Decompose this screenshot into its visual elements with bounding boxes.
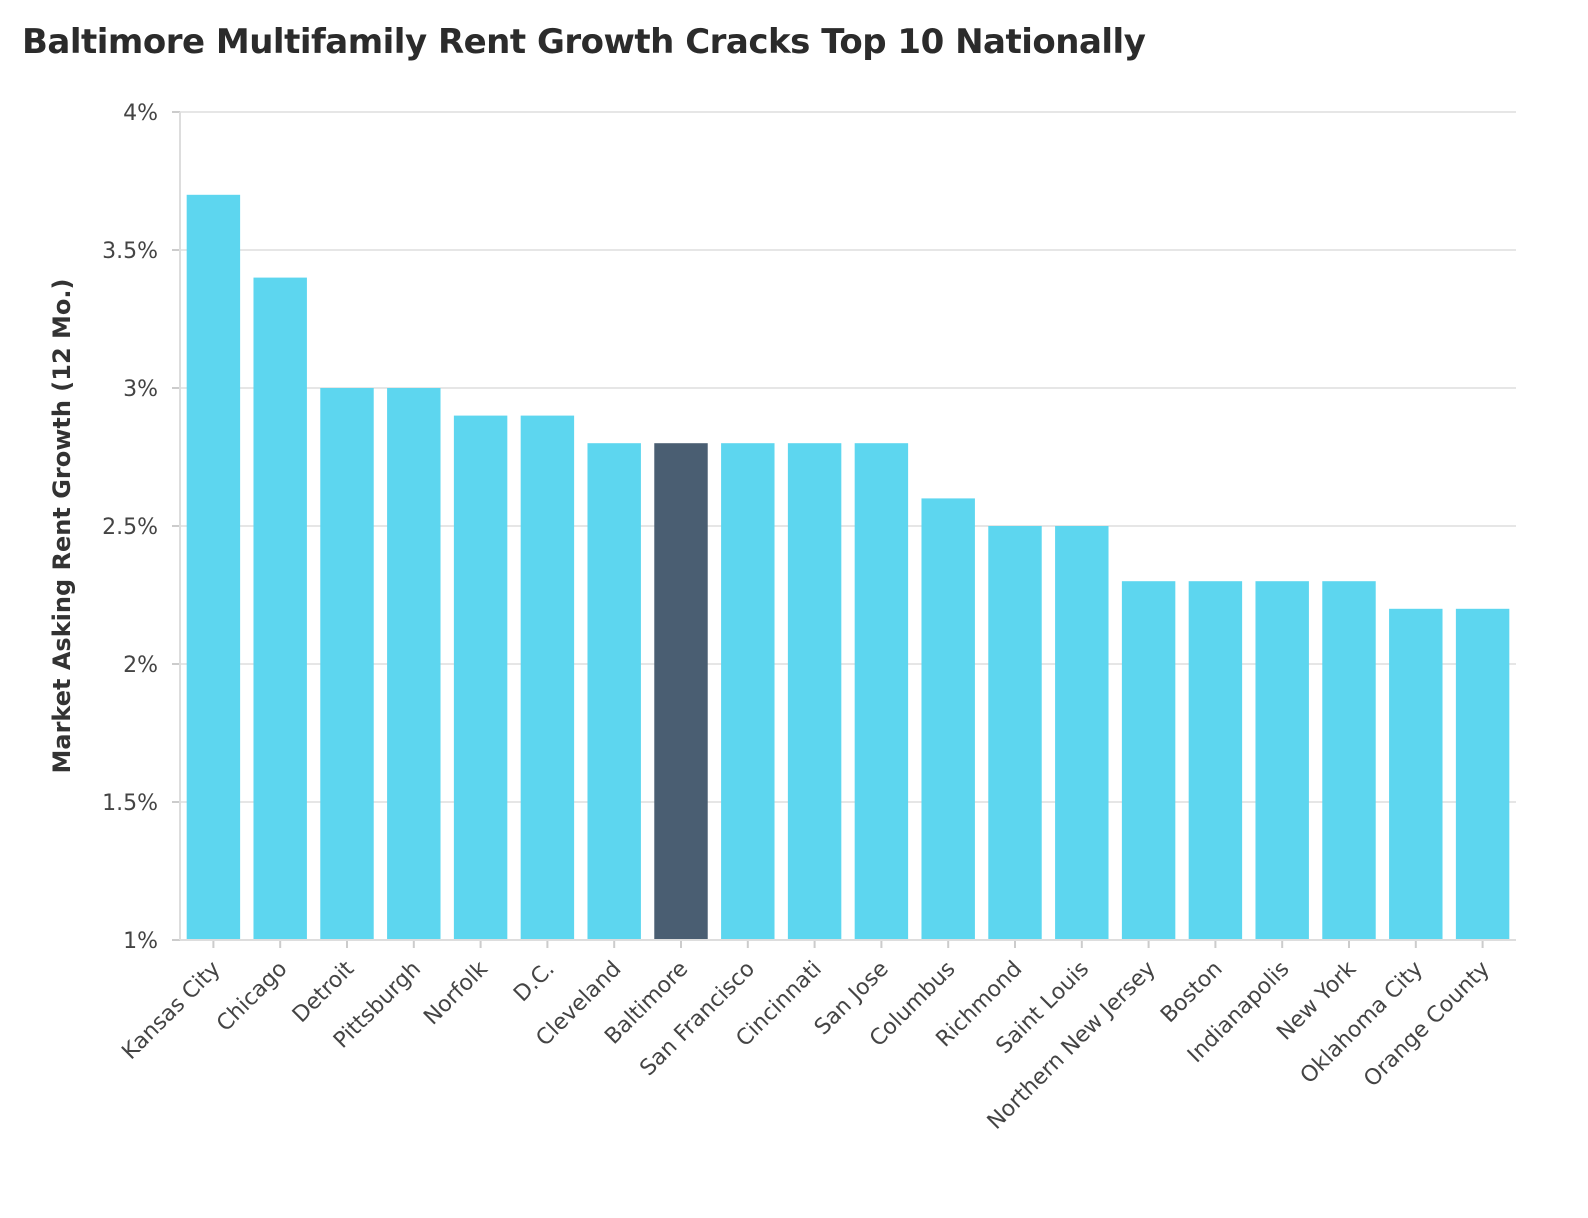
x-tick-label: Chicago [212,957,292,1037]
bar-cincinnati [787,443,842,940]
x-tick-label: Kansas City [117,957,225,1065]
bar-oklahoma-city [1389,608,1443,940]
y-tick-label: 1% [123,929,158,954]
bar-northern-new-jersey [1121,581,1176,940]
y-tick-label: 3.5% [102,239,158,264]
y-axis-label: Market Asking Rent Growth (12 Mo.) [48,279,76,774]
bar-indianapolis [1255,581,1309,940]
bar-cleveland [587,443,641,940]
bar-richmond [988,526,1042,940]
bar-saint-louis [1055,526,1109,940]
bar-pittsburgh [387,388,441,940]
x-tick-label: Norfolk [419,956,493,1030]
y-tick-label: 2% [123,653,158,678]
y-tick-label: 3% [123,377,158,402]
x-tick-label: Orange County [1359,957,1495,1093]
bar-new-york [1322,581,1376,940]
bar-columbus [921,498,975,940]
bar-boston [1188,581,1243,940]
x-tick-label: D.C. [509,957,559,1007]
bar-baltimore [654,443,708,940]
bar-norfolk [453,415,508,941]
y-tick-label: 4% [123,101,158,126]
x-tick-label: Oklahoma City [1296,957,1428,1089]
chart-title: Baltimore Multifamily Rent Growth Cracks… [22,22,1146,62]
y-tick-label: 1.5% [102,791,158,816]
bar-detroit [320,388,374,940]
x-tick-label: San Francisco [635,957,760,1082]
bar-san-jose [854,443,909,940]
bar-orange-county [1455,608,1510,940]
bar-kansas-city [186,194,241,941]
bar-san-francisco [721,443,775,940]
bar-d-c [520,415,575,941]
y-tick-label: 2.5% [102,515,158,540]
bar-chicago [253,277,307,941]
